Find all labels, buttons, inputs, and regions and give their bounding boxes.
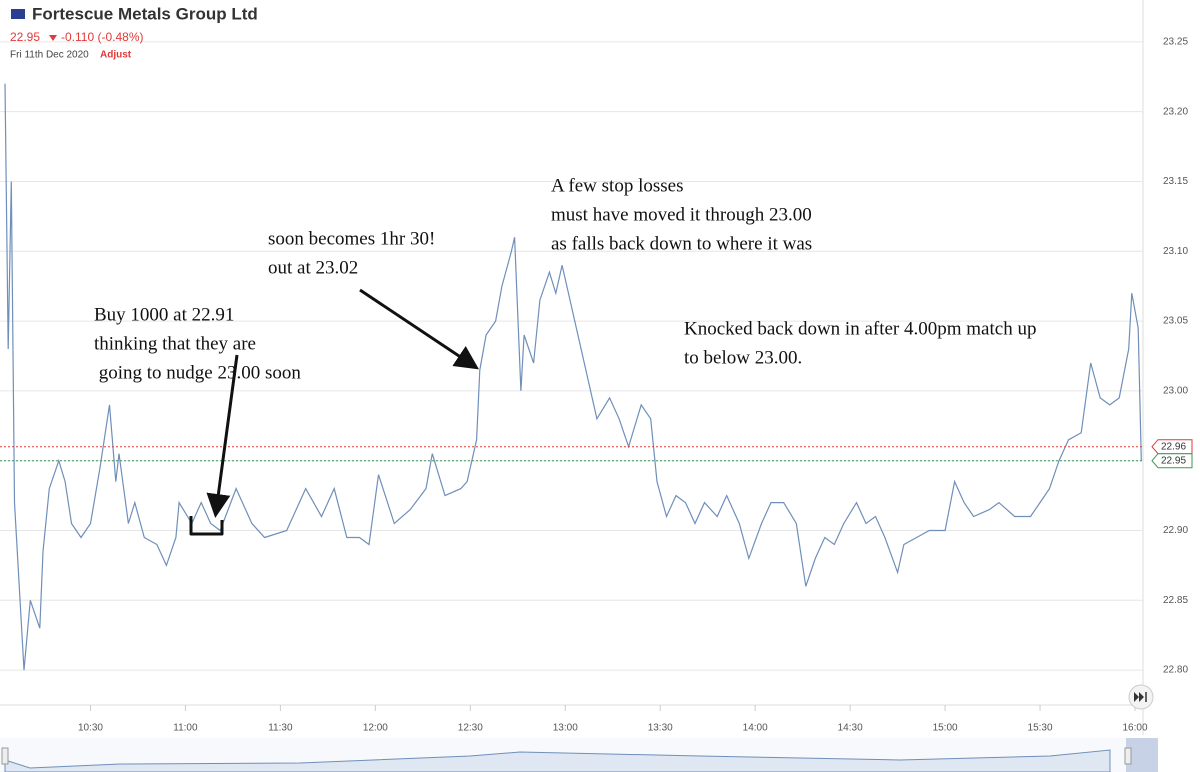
y-tick-label: 23.15 bbox=[1163, 176, 1188, 187]
x-tick-label: 14:30 bbox=[838, 723, 863, 734]
annotation-line: out at 23.02 bbox=[268, 257, 358, 278]
grid: 22.80 22.85 22.90 22.95 23.00 23.05 23.10 23.15… bbox=[0, 37, 1188, 734]
buy-marker bbox=[189, 516, 224, 536]
y-tick-label: 23.05 bbox=[1163, 316, 1188, 327]
navigator-handle[interactable] bbox=[1, 747, 9, 765]
y-tick-label: 23.00 bbox=[1163, 386, 1188, 397]
x-tick-label: 11:30 bbox=[268, 723, 293, 734]
price-level-label: 22.96 bbox=[1161, 441, 1186, 452]
arrow bbox=[359, 288, 479, 370]
date: Fri 11th Dec 2020 bbox=[10, 50, 89, 61]
x-tick-label: 12:00 bbox=[363, 723, 388, 734]
change: -0.110 (-0.48%) bbox=[61, 30, 143, 44]
x-tick-label: 16:00 bbox=[1122, 723, 1147, 734]
x-tick-label: 10:30 bbox=[78, 723, 103, 734]
title: Fortescue Metals Group Ltd bbox=[32, 4, 258, 23]
annotation-line: to below 23.00. bbox=[684, 347, 802, 368]
y-tick-label: 23.10 bbox=[1163, 246, 1188, 257]
price-level-tag bbox=[1151, 453, 1193, 469]
annotation-line: as falls back down to where it was bbox=[551, 233, 812, 254]
annotation-line: Knocked back down in after 4.00pm match … bbox=[684, 318, 1036, 339]
y-tick-label: 23.25 bbox=[1163, 37, 1188, 48]
x-tick-label: 13:00 bbox=[553, 723, 578, 734]
annotation-line: Buy 1000 at 22.91 bbox=[94, 304, 234, 325]
x-tick-label: 12:30 bbox=[458, 723, 483, 734]
x-tick-label: 15:30 bbox=[1028, 723, 1053, 734]
price-level-label: 22.95 bbox=[1161, 455, 1186, 466]
adjust-link[interactable]: Adjust bbox=[100, 50, 132, 61]
y-tick-label: 22.90 bbox=[1163, 525, 1188, 536]
x-tick-label: 13:30 bbox=[648, 723, 673, 734]
annotation-line: going to nudge 23.00 soon bbox=[94, 362, 301, 383]
fast-forward-icon bbox=[1134, 692, 1144, 702]
arrow bbox=[206, 354, 239, 518]
y-tick-label: 22.80 bbox=[1163, 665, 1188, 676]
flag-icon bbox=[11, 9, 25, 19]
navigator-handle[interactable] bbox=[1124, 747, 1132, 765]
last-price: 22.95 bbox=[10, 30, 40, 44]
plot: 22.96 22.95 bbox=[0, 83, 1193, 671]
price-level-tag bbox=[1151, 439, 1193, 455]
price-line bbox=[4, 83, 1142, 671]
down-arrow bbox=[49, 35, 57, 41]
annotation-line: A few stop losses bbox=[551, 175, 683, 196]
y-tick-label: 23.20 bbox=[1163, 106, 1188, 117]
annotation-line: soon becomes 1hr 30! bbox=[268, 228, 435, 249]
navigator-series bbox=[4, 749, 1111, 772]
annotation-line: must have moved it through 23.00 bbox=[551, 204, 812, 225]
x-tick-label: 11:00 bbox=[173, 723, 198, 734]
annotation-line: thinking that they are bbox=[94, 333, 256, 354]
y-tick-label: 22.85 bbox=[1163, 595, 1188, 606]
x-tick-label: 14:00 bbox=[743, 723, 768, 734]
x-tick-label: 15:00 bbox=[933, 723, 958, 734]
